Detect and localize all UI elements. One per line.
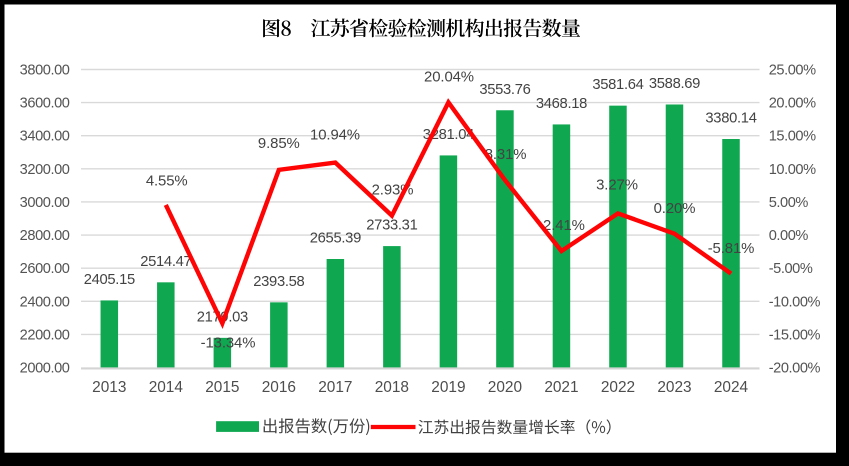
svg-text:2015: 2015 bbox=[205, 379, 239, 396]
svg-text:9.85%: 9.85% bbox=[258, 136, 300, 152]
svg-text:2022: 2022 bbox=[601, 379, 635, 396]
svg-text:0.20%: 0.20% bbox=[654, 201, 696, 217]
svg-text:3000.00: 3000.00 bbox=[20, 195, 70, 211]
svg-text:3.27%: 3.27% bbox=[596, 178, 638, 194]
svg-text:15.00%: 15.00% bbox=[769, 129, 816, 145]
svg-text:2600.00: 2600.00 bbox=[20, 261, 70, 277]
svg-text:2019: 2019 bbox=[431, 379, 465, 396]
svg-text:10.00%: 10.00% bbox=[769, 162, 816, 178]
svg-text:-20.00%: -20.00% bbox=[769, 361, 821, 377]
svg-text:2514.47: 2514.47 bbox=[140, 254, 191, 270]
svg-text:2800.00: 2800.00 bbox=[20, 228, 70, 244]
svg-text:5.00%: 5.00% bbox=[769, 195, 809, 211]
svg-text:10.94%: 10.94% bbox=[310, 128, 360, 144]
svg-text:2014: 2014 bbox=[149, 379, 184, 396]
svg-text:-13.34%: -13.34% bbox=[201, 336, 256, 352]
svg-text:2000.00: 2000.00 bbox=[20, 361, 70, 377]
svg-text:-15.00%: -15.00% bbox=[769, 327, 821, 343]
svg-text:2021: 2021 bbox=[544, 379, 578, 396]
svg-text:2016: 2016 bbox=[262, 379, 296, 396]
svg-text:-2.41%: -2.41% bbox=[538, 218, 585, 234]
svg-text:2017: 2017 bbox=[318, 379, 352, 396]
svg-text:-5.81%: -5.81% bbox=[708, 241, 755, 257]
svg-text:3581.64: 3581.64 bbox=[592, 77, 643, 93]
svg-text:3800.00: 3800.00 bbox=[20, 63, 70, 79]
svg-text:2655.39: 2655.39 bbox=[310, 231, 361, 247]
svg-text:2024: 2024 bbox=[714, 379, 749, 396]
svg-text:3553.76: 3553.76 bbox=[479, 82, 530, 98]
svg-text:2013: 2013 bbox=[92, 379, 126, 396]
svg-text:20.04%: 20.04% bbox=[424, 70, 474, 86]
svg-text:2400.00: 2400.00 bbox=[20, 294, 70, 310]
svg-text:2200.00: 2200.00 bbox=[20, 327, 70, 343]
svg-text:3468.18: 3468.18 bbox=[536, 96, 587, 112]
svg-text:2023: 2023 bbox=[657, 379, 691, 396]
svg-text:3200.00: 3200.00 bbox=[20, 162, 70, 178]
svg-text:2020: 2020 bbox=[488, 379, 522, 396]
svg-text:8.31%: 8.31% bbox=[485, 147, 527, 163]
svg-text:0.00%: 0.00% bbox=[769, 228, 809, 244]
svg-text:2018: 2018 bbox=[375, 379, 409, 396]
svg-text:2405.15: 2405.15 bbox=[84, 272, 135, 288]
svg-text:3588.69: 3588.69 bbox=[649, 76, 700, 92]
svg-text:3600.00: 3600.00 bbox=[20, 96, 70, 112]
svg-text:-10.00%: -10.00% bbox=[769, 294, 821, 310]
svg-text:4.55%: 4.55% bbox=[146, 174, 188, 190]
svg-text:20.00%: 20.00% bbox=[769, 96, 816, 112]
svg-text:-5.00%: -5.00% bbox=[769, 261, 813, 277]
svg-text:3400.00: 3400.00 bbox=[20, 129, 70, 145]
svg-text:25.00%: 25.00% bbox=[769, 63, 816, 79]
svg-text:3380.14: 3380.14 bbox=[705, 111, 756, 127]
svg-text:2733.31: 2733.31 bbox=[366, 218, 417, 234]
svg-text:2393.58: 2393.58 bbox=[253, 274, 304, 290]
